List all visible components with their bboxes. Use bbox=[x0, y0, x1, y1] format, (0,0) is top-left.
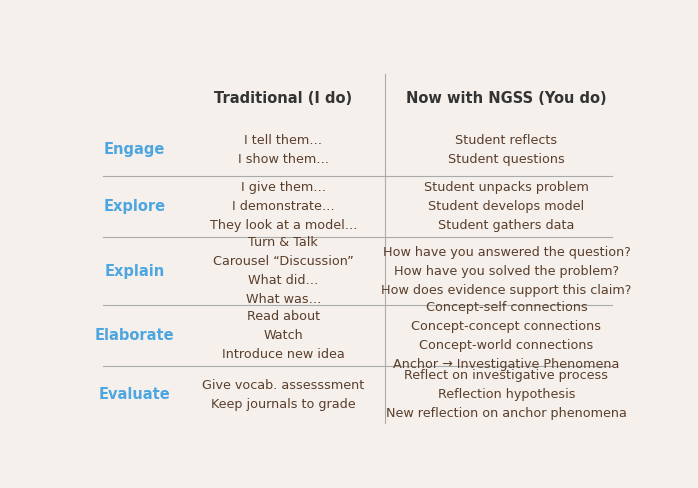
Text: How have you answered the question?
How have you solved the problem?
How does ev: How have you answered the question? How … bbox=[381, 245, 632, 297]
Text: Traditional (I do): Traditional (I do) bbox=[214, 91, 352, 106]
Text: Read about
Watch
Introduce new idea: Read about Watch Introduce new idea bbox=[222, 310, 345, 361]
Text: Turn & Talk
Carousel “Discussion”
What did…
What was…: Turn & Talk Carousel “Discussion” What d… bbox=[213, 236, 354, 306]
Text: I tell them…
I show them…: I tell them… I show them… bbox=[238, 134, 329, 165]
Text: Student reflects
Student questions: Student reflects Student questions bbox=[448, 134, 565, 165]
Text: Explore: Explore bbox=[103, 199, 165, 214]
Text: Evaluate: Evaluate bbox=[98, 387, 170, 402]
Text: Engage: Engage bbox=[104, 142, 165, 157]
Text: Now with NGSS (You do): Now with NGSS (You do) bbox=[406, 91, 607, 106]
Text: I give them…
I demonstrate…
They look at a model…: I give them… I demonstrate… They look at… bbox=[209, 181, 357, 232]
Text: Reflect on investigative process
Reflection hypothesis
New reflection on anchor : Reflect on investigative process Reflect… bbox=[386, 369, 627, 420]
Text: Give vocab. assesssment
Keep journals to grade: Give vocab. assesssment Keep journals to… bbox=[202, 379, 364, 410]
FancyBboxPatch shape bbox=[84, 57, 631, 436]
Text: Concept-self connections
Concept-concept connections
Concept-world connections
A: Concept-self connections Concept-concept… bbox=[393, 301, 620, 371]
Text: Elaborate: Elaborate bbox=[95, 328, 174, 343]
Text: Explain: Explain bbox=[105, 264, 165, 279]
Text: Student unpacks problem
Student develops model
Student gathers data: Student unpacks problem Student develops… bbox=[424, 181, 589, 232]
